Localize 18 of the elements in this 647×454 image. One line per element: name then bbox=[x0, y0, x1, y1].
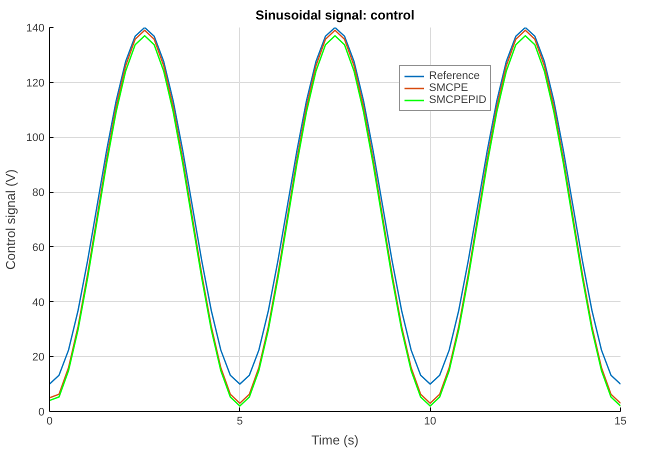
y-tick-label: 40 bbox=[32, 296, 45, 309]
legend-label: SMCPEPID bbox=[429, 94, 486, 106]
y-tick-label: 20 bbox=[32, 352, 45, 364]
y-axis-title: Control signal (V) bbox=[3, 169, 18, 270]
legend-label: SMCPE bbox=[429, 82, 468, 94]
x-tick-label: 10 bbox=[424, 416, 436, 428]
chart-title: Sinusoidal signal: control bbox=[256, 8, 414, 22]
x-tick-label: 5 bbox=[236, 416, 243, 428]
x-tick-label: 15 bbox=[614, 416, 627, 428]
y-tick-label: 120 bbox=[26, 77, 45, 90]
x-tick-label: 0 bbox=[46, 416, 53, 428]
y-tick-label: 80 bbox=[32, 187, 45, 200]
legend-label: Reference bbox=[429, 70, 480, 82]
y-tick-label: 140 bbox=[26, 22, 45, 34]
x-axis-title: Time (s) bbox=[311, 432, 359, 448]
y-tick-label: 60 bbox=[32, 242, 45, 254]
y-tick-label: 100 bbox=[26, 132, 45, 144]
y-tick-label: 0 bbox=[38, 406, 45, 418]
